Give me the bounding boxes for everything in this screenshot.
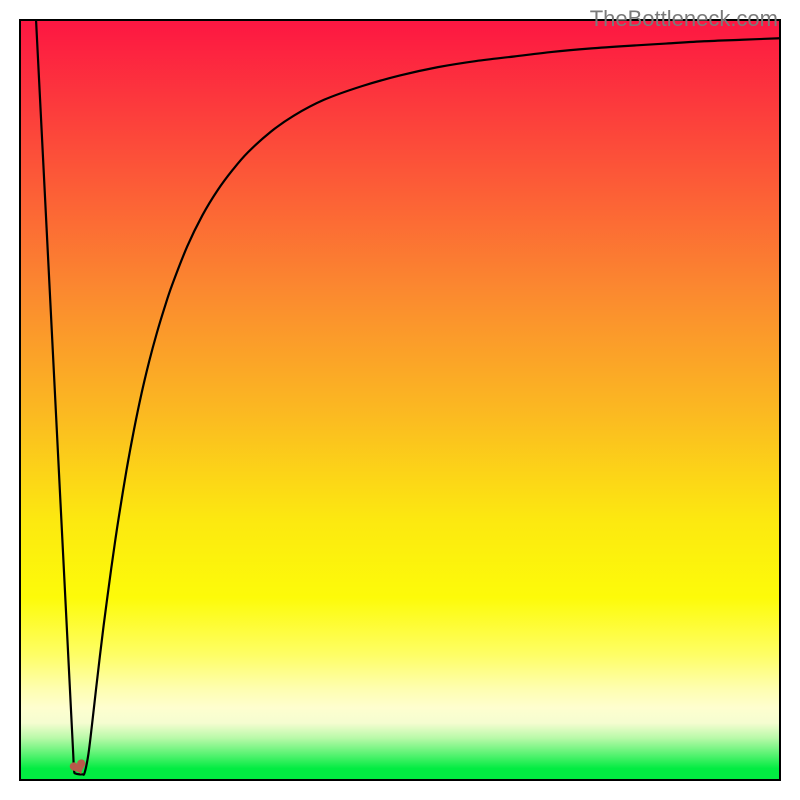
plot-background bbox=[20, 20, 780, 780]
bottleneck-chart bbox=[0, 0, 800, 800]
chart-container: TheBottleneck.com bbox=[0, 0, 800, 800]
